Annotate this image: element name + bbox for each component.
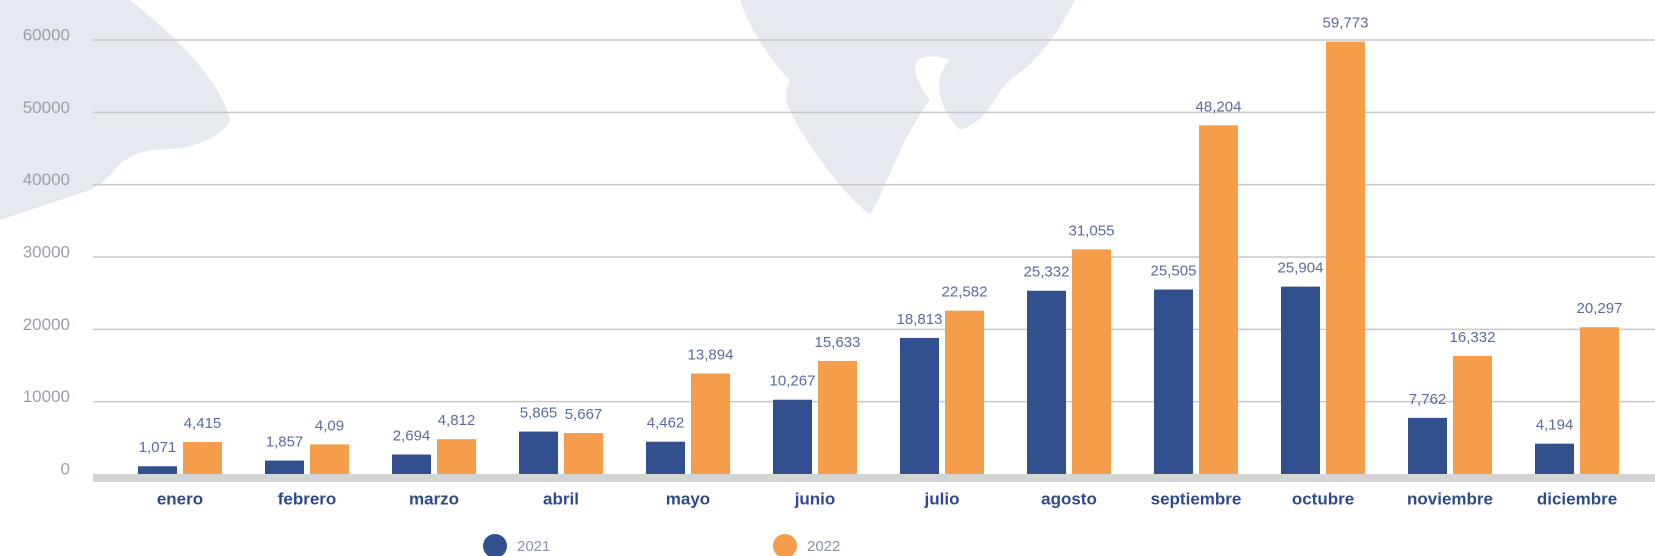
bar bbox=[1154, 289, 1193, 474]
bar bbox=[1072, 249, 1111, 474]
value-label: 4,09 bbox=[315, 417, 344, 434]
baseline bbox=[93, 474, 1655, 482]
bar bbox=[519, 431, 558, 474]
bar bbox=[265, 460, 304, 474]
bar bbox=[1453, 355, 1492, 474]
x-tick-label: noviembre bbox=[1407, 489, 1493, 508]
bar bbox=[564, 433, 603, 474]
bar bbox=[310, 444, 349, 474]
bar bbox=[183, 442, 222, 474]
x-tick-label: diciembre bbox=[1537, 489, 1617, 508]
y-tick-label: 40000 bbox=[23, 170, 70, 189]
y-tick-label: 60000 bbox=[23, 25, 70, 44]
value-label: 4,194 bbox=[1536, 417, 1574, 434]
y-tick-label: 30000 bbox=[23, 242, 70, 261]
background-map bbox=[0, 0, 1075, 220]
bar bbox=[1027, 290, 1066, 474]
bar bbox=[437, 439, 476, 474]
value-label: 15,633 bbox=[815, 334, 861, 351]
value-label: 20,297 bbox=[1577, 300, 1623, 317]
legend-swatch bbox=[773, 534, 797, 556]
y-tick-label: 0 bbox=[61, 459, 70, 478]
value-label: 5,667 bbox=[565, 406, 603, 423]
value-label: 31,055 bbox=[1069, 222, 1115, 239]
value-label: 4,812 bbox=[438, 412, 476, 429]
x-tick-label: abril bbox=[543, 489, 579, 508]
value-label: 2,694 bbox=[393, 427, 431, 444]
legend-label: 2022 bbox=[807, 538, 840, 555]
value-label: 4,415 bbox=[184, 415, 222, 432]
x-tick-label: mayo bbox=[666, 489, 710, 508]
bar bbox=[900, 337, 939, 474]
bar bbox=[945, 310, 984, 474]
value-label: 48,204 bbox=[1196, 98, 1242, 115]
value-label: 16,332 bbox=[1450, 329, 1496, 346]
bar bbox=[1408, 417, 1447, 474]
x-tick-label: febrero bbox=[278, 489, 337, 508]
y-tick-label: 20000 bbox=[23, 315, 70, 334]
value-label: 59,773 bbox=[1323, 15, 1369, 32]
x-tick-label: agosto bbox=[1041, 489, 1097, 508]
bar bbox=[1199, 125, 1238, 474]
x-tick-label: enero bbox=[157, 489, 203, 508]
bar bbox=[646, 441, 685, 474]
value-label: 18,813 bbox=[897, 311, 943, 328]
value-label: 13,894 bbox=[688, 346, 734, 363]
y-tick-label: 10000 bbox=[23, 387, 70, 406]
value-label: 22,582 bbox=[942, 284, 988, 301]
bar bbox=[691, 373, 730, 474]
bar bbox=[138, 466, 177, 474]
bar bbox=[1326, 41, 1365, 474]
x-tick-label: octubre bbox=[1292, 489, 1354, 508]
bar bbox=[818, 360, 857, 474]
value-label: 10,267 bbox=[770, 373, 816, 390]
bar bbox=[1535, 443, 1574, 474]
legend-swatch bbox=[483, 534, 507, 556]
value-label: 5,865 bbox=[520, 405, 558, 422]
x-tick-label: julio bbox=[924, 489, 960, 508]
y-tick-label: 50000 bbox=[23, 98, 70, 117]
bar bbox=[773, 399, 812, 474]
value-label: 1,857 bbox=[266, 434, 304, 451]
bar bbox=[1580, 327, 1619, 474]
x-tick-label: junio bbox=[794, 489, 836, 508]
value-label: 25,904 bbox=[1278, 260, 1324, 277]
bar bbox=[1281, 286, 1320, 474]
value-label: 25,505 bbox=[1151, 262, 1197, 279]
legend-label: 2021 bbox=[517, 538, 550, 555]
bar bbox=[392, 454, 431, 474]
value-label: 1,071 bbox=[139, 439, 177, 456]
x-tick-label: septiembre bbox=[1151, 489, 1242, 508]
x-tick-label: marzo bbox=[409, 489, 459, 508]
value-label: 4,462 bbox=[647, 415, 685, 432]
value-label: 25,332 bbox=[1024, 264, 1070, 281]
value-label: 7,762 bbox=[1409, 391, 1447, 408]
